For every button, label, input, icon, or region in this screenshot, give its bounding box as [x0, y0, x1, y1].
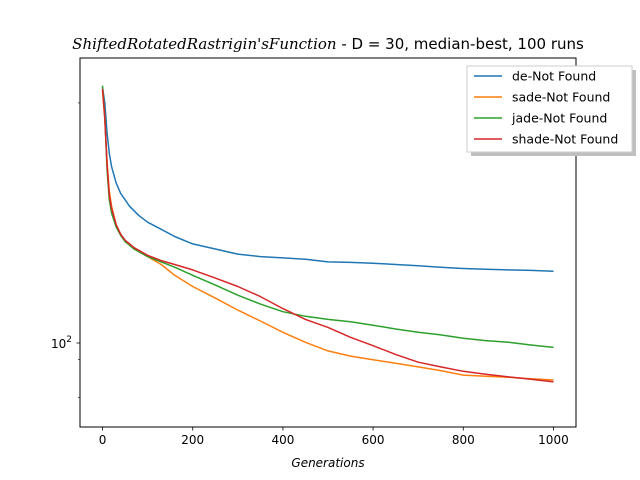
legend-box	[466, 65, 633, 153]
x-axis-ticks: 0 200 400 600 800 1000	[99, 427, 569, 447]
series-line-1	[101, 87, 554, 272]
legend-label-4: shade-Not Found	[512, 132, 618, 147]
x-tick-label: 200	[181, 433, 204, 447]
legend-entries: de-Not Found sade-Not Found jade-Not Found…	[474, 69, 618, 147]
x-axis-label: Generations	[291, 456, 364, 470]
axes-frame	[79, 57, 577, 428]
chart-title: ShiftedRotatedRastrigin'sFunction - D = …	[72, 35, 584, 53]
chart-title-suffix: - D = 30, median-best, 100 runs	[337, 35, 584, 53]
x-tick-label: 1000	[538, 433, 569, 447]
legend-label-1: de-Not Found	[512, 69, 596, 84]
x-tick-label: 600	[362, 433, 385, 447]
chart-title-math: ShiftedRotatedRastrigin'sFunction	[72, 35, 336, 53]
x-tick-label: 0	[99, 433, 107, 447]
legend: de-Not Found sade-Not Found jade-Not Found…	[466, 65, 636, 156]
legend-label-3: jade-Not Found	[511, 111, 607, 126]
legend-label-2: sade-Not Found	[512, 90, 610, 105]
x-tick-label: 800	[452, 433, 475, 447]
series-line-4	[101, 88, 554, 383]
series-line-3	[101, 85, 554, 349]
x-tick-label: 400	[271, 433, 294, 447]
series-layer	[101, 85, 554, 383]
